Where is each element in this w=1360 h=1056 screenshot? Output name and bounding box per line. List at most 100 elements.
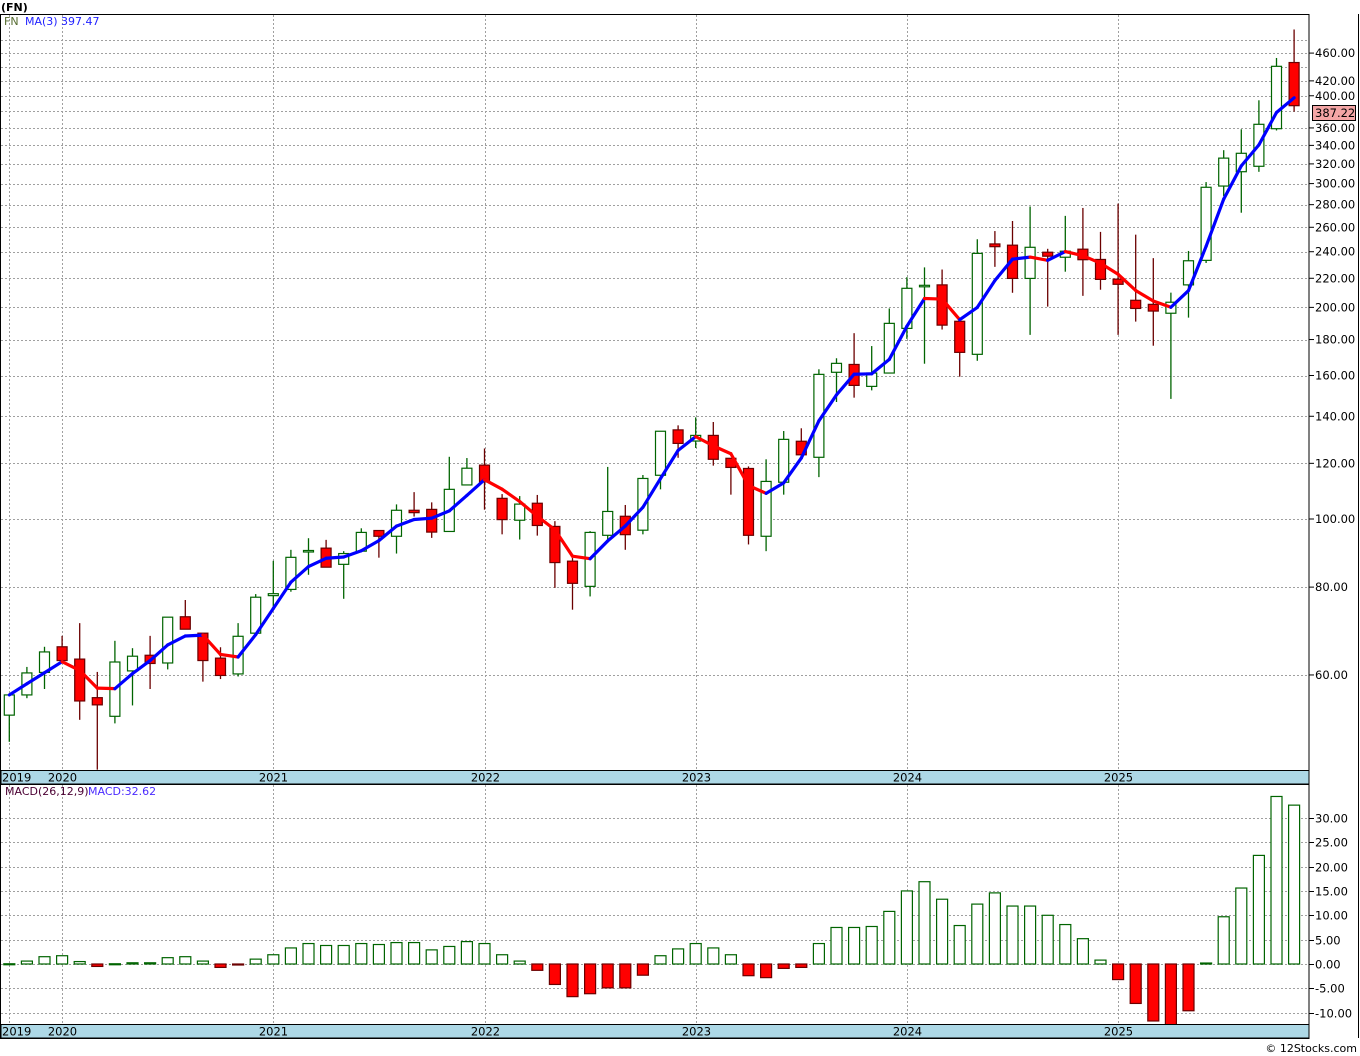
macd-bar — [1217, 916, 1230, 965]
macd-bar — [267, 954, 280, 965]
year-label: 2024 — [893, 771, 922, 785]
year-label: 2023 — [682, 771, 711, 785]
ma-segment — [95, 686, 117, 691]
macd-bar — [1111, 963, 1125, 981]
macd-bar — [883, 910, 896, 965]
candle-body — [408, 509, 420, 514]
macd-bar — [971, 903, 984, 965]
ma-segment — [834, 372, 856, 397]
macd-bar — [284, 947, 297, 965]
ma-segment — [694, 435, 715, 448]
candle — [267, 560, 279, 607]
macd-tick-label: -5.00 — [1315, 982, 1345, 996]
price-tick-label: 160.00 — [1315, 369, 1355, 383]
price-tick-label: 120.00 — [1315, 456, 1355, 470]
candle — [126, 648, 139, 706]
ma-segment — [7, 682, 29, 697]
candlesticks — [3, 29, 1300, 770]
ma-segment — [746, 483, 768, 495]
candle-body — [1024, 246, 1036, 280]
ma-segment — [271, 580, 293, 611]
macd-bar — [249, 958, 262, 965]
macd-bar — [566, 963, 579, 998]
candle-body — [954, 320, 966, 353]
ma-segment — [623, 505, 645, 528]
macd-date-strip — [0, 1024, 1310, 1039]
candle — [426, 502, 438, 538]
candle-body — [1147, 303, 1159, 312]
ma-segment — [1028, 255, 1050, 262]
candle — [1182, 250, 1195, 318]
macd-bar — [126, 962, 139, 965]
year-label: 2021 — [259, 1025, 288, 1039]
macd-tick-label: 10.00 — [1315, 909, 1348, 923]
candle — [602, 466, 614, 540]
candle-body — [566, 560, 579, 584]
price-tick-label: 300.00 — [1315, 177, 1355, 191]
candle-body — [1218, 157, 1230, 187]
candle-body — [549, 525, 561, 564]
ma-segment — [711, 444, 733, 456]
macd-bar — [1270, 795, 1283, 965]
candle-body — [162, 616, 174, 664]
macd-bar — [953, 924, 966, 965]
macd-bar — [689, 942, 702, 965]
ma-segment — [588, 539, 610, 561]
ma-segment — [1081, 254, 1103, 265]
candle-body — [1130, 299, 1142, 310]
macd-tick-label: 25.00 — [1315, 836, 1348, 850]
ma-segment — [500, 487, 522, 504]
ma-segment — [1098, 261, 1120, 276]
candle-body — [373, 529, 385, 537]
macd-grid — [1, 785, 1309, 1024]
macd-bar — [1199, 962, 1213, 965]
price-tick-label: 400.00 — [1315, 89, 1355, 103]
price-tick-label: 140.00 — [1315, 409, 1355, 423]
legend-ma-value: 397.47 — [61, 15, 100, 28]
macd-bar — [1023, 905, 1037, 965]
macd-bar — [1252, 854, 1266, 965]
macd-bar — [654, 955, 667, 965]
candle-body — [74, 658, 86, 702]
macd-bar — [795, 963, 808, 969]
candle — [742, 466, 755, 545]
macd-bar — [179, 956, 192, 965]
legend-symbol: FN — [4, 15, 19, 28]
price-tick-label: 80.00 — [1315, 580, 1348, 594]
candle-body — [989, 243, 1001, 248]
candle-body — [478, 464, 491, 483]
ma-segment — [658, 448, 680, 481]
macd-bar — [777, 963, 790, 969]
ma-segment — [42, 660, 64, 675]
candle — [1059, 215, 1071, 272]
year-label: 2021 — [259, 771, 288, 785]
ma-segment — [676, 435, 698, 452]
candle — [1218, 150, 1230, 197]
ma-segment — [1222, 164, 1243, 201]
candle — [760, 459, 772, 552]
ma-segment — [817, 393, 839, 423]
candle-body — [602, 510, 614, 536]
ma-segment — [641, 476, 663, 509]
candle-body — [461, 467, 473, 486]
candle — [443, 456, 455, 533]
ma-segment — [60, 660, 82, 673]
macd-bar — [337, 944, 350, 965]
candle-body — [1042, 251, 1054, 257]
macd-bar — [1129, 963, 1142, 1005]
macd-bar — [742, 963, 755, 977]
candle — [1235, 129, 1247, 213]
candle — [1042, 248, 1054, 307]
macd-bar — [232, 963, 245, 966]
candle-body — [1270, 65, 1283, 130]
candle-body — [1006, 244, 1019, 280]
year-labels: 2019 2019 2020 2020 2021 2021 2022 2022 2023 2023… — [2, 771, 1133, 1039]
macd-bar — [1235, 887, 1248, 965]
footer-copyright: © 12Stocks.com — [1265, 1042, 1357, 1055]
macd-bar — [847, 926, 861, 965]
price-tick-label: 180.00 — [1315, 333, 1355, 347]
macd-bar — [759, 963, 773, 979]
macd-bar — [1076, 938, 1090, 965]
legend-ma-label: MA(3) — [25, 15, 58, 28]
candle-body — [214, 657, 227, 677]
